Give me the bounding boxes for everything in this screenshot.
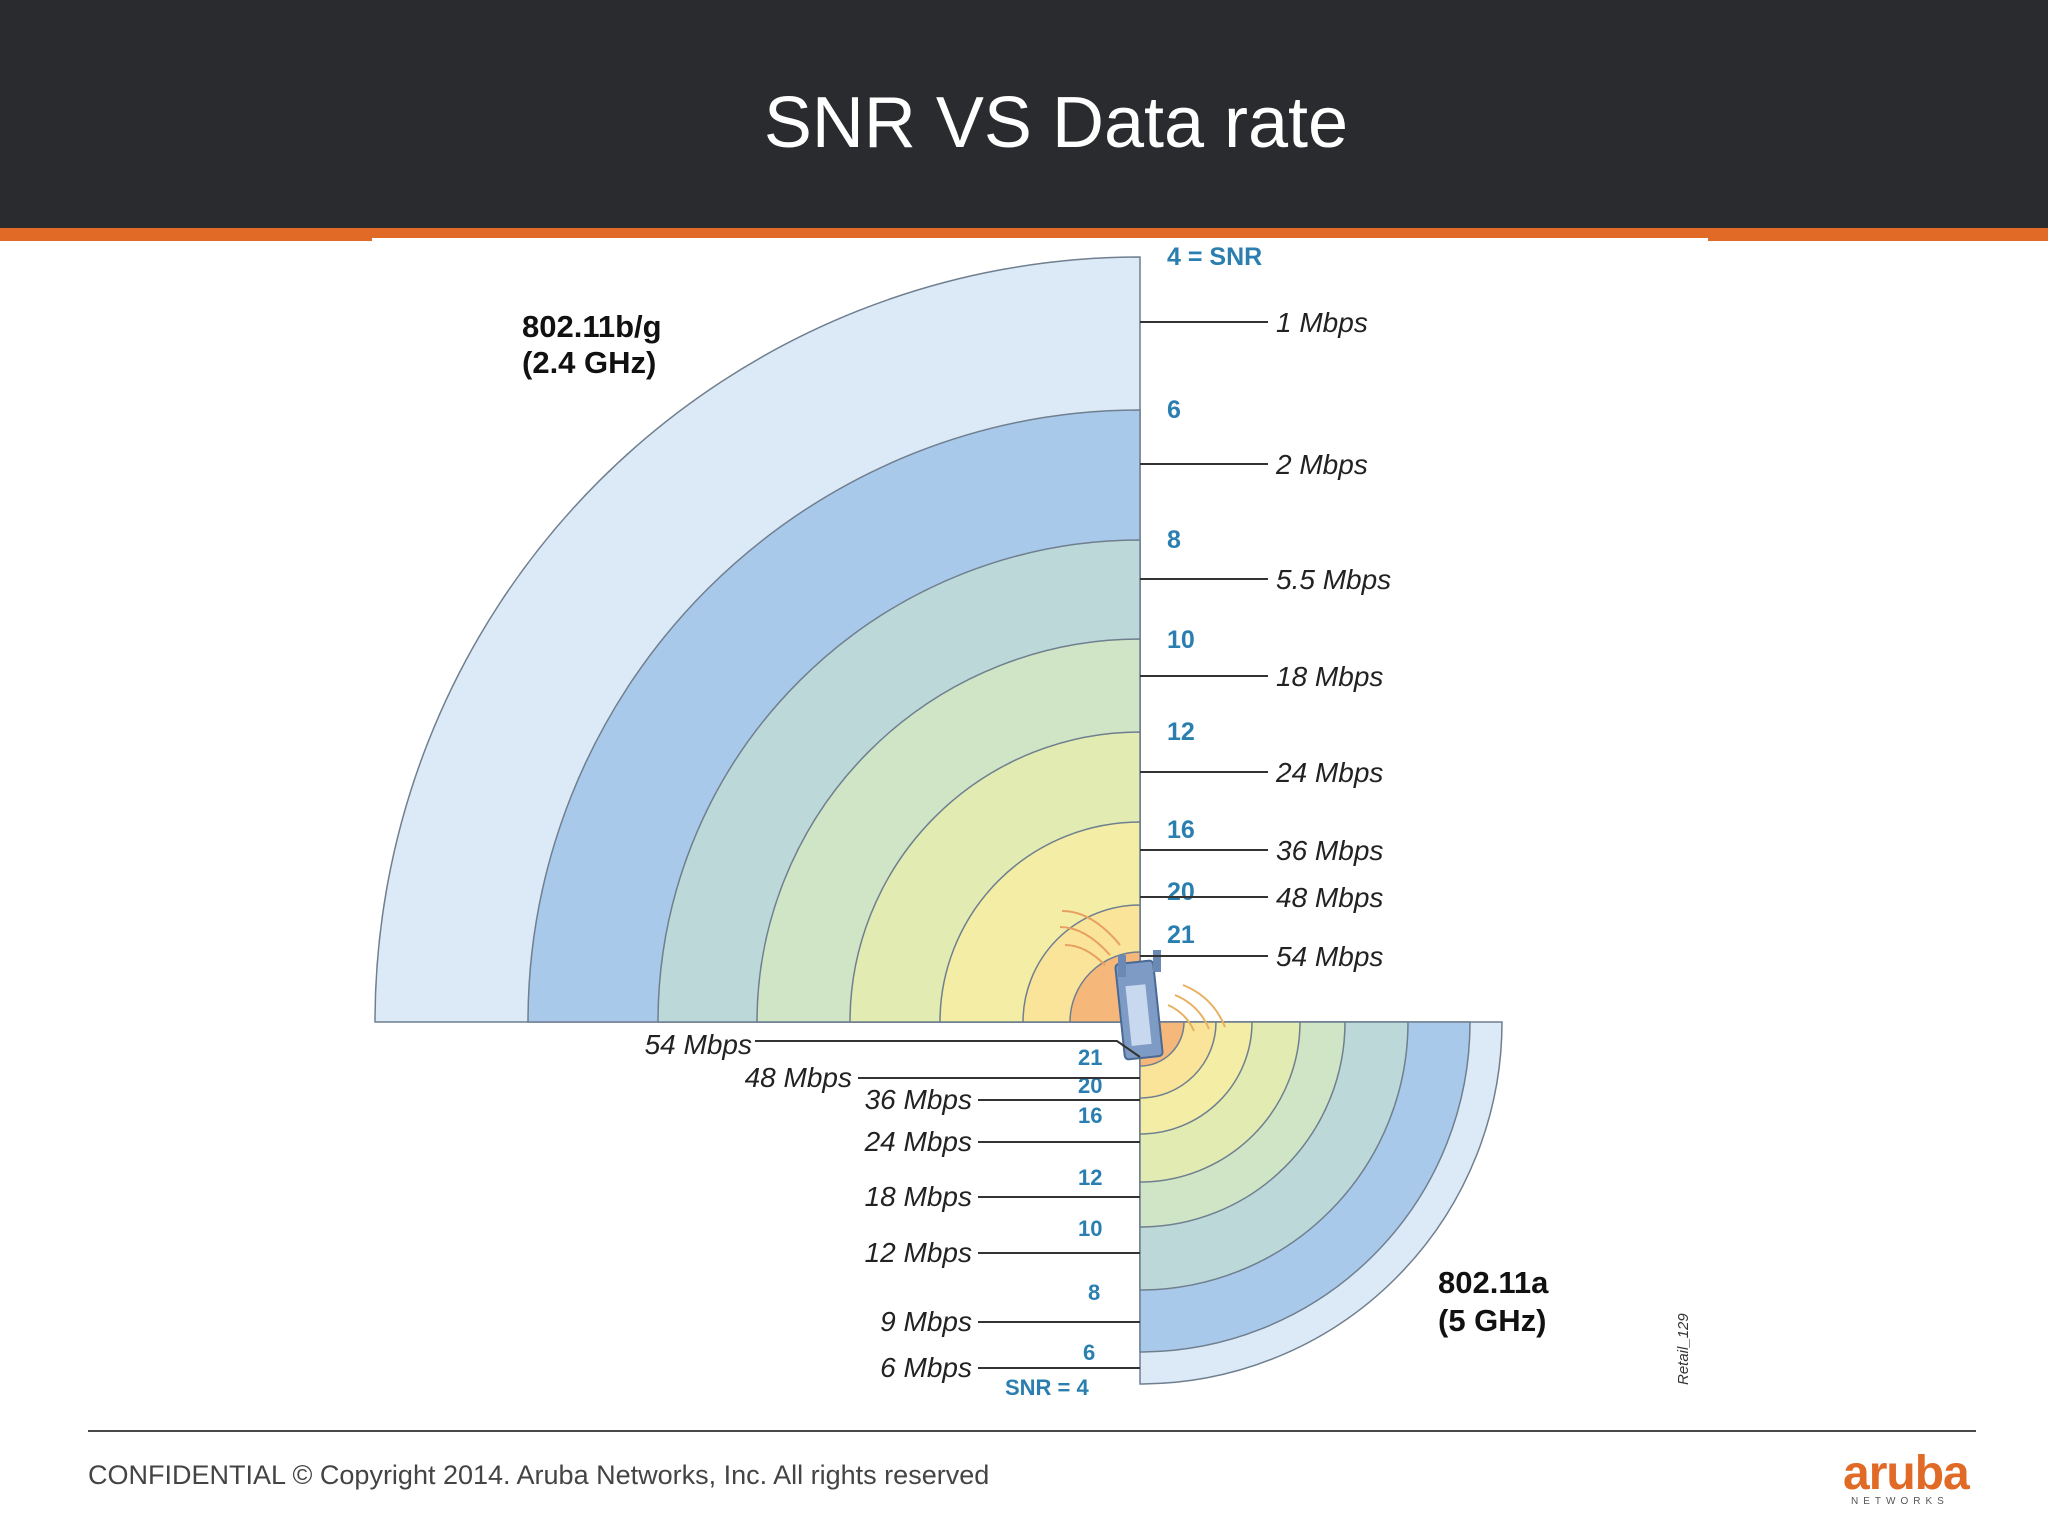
a-snr-label: 20: [1078, 1073, 1102, 1098]
bg-rate-label: 1 Mbps: [1276, 307, 1368, 338]
bg-rate-label: 2 Mbps: [1275, 449, 1368, 480]
watermark-label: Retail_129: [1675, 1313, 1692, 1385]
a-coverage-rings: [1139, 1021, 1503, 1385]
accent-bar: [0, 228, 2048, 241]
header-bar: [0, 0, 2048, 228]
a-snr-label: 21: [1078, 1045, 1102, 1070]
bg-rate-label: 48 Mbps: [1276, 882, 1383, 913]
bg-snr-label: 10: [1167, 626, 1195, 654]
bg-rate-labels: 4 = SNR 6 8 10 12 16 20 21 1 Mbps 2 Mbps 5.5 Mbps 1…: [1140, 243, 1391, 972]
bg-snr-label: 12: [1167, 718, 1195, 746]
footer-divider: [88, 1430, 1976, 1432]
a-rate-label: 24 Mbps: [864, 1126, 972, 1157]
bg-snr-label: 4 = SNR: [1167, 243, 1262, 271]
bg-snr-label: 6: [1167, 396, 1181, 424]
a-rate-label: 9 Mbps: [880, 1306, 972, 1337]
bg-rate-label: 24 Mbps: [1275, 757, 1383, 788]
footer-copyright: CONFIDENTIAL © Copyright 2014. Aruba Net…: [88, 1460, 990, 1490]
access-point-icon: [1059, 910, 1226, 1061]
bg-rate-label: 18 Mbps: [1276, 661, 1383, 692]
bg-band-name: 802.11b/g: [522, 309, 662, 344]
bg-rate-label: 36 Mbps: [1276, 835, 1383, 866]
a-band-name: 802.11a: [1438, 1265, 1549, 1300]
a-band-frequency: (5 GHz): [1438, 1303, 1547, 1338]
bg-rate-label: 5.5 Mbps: [1276, 564, 1391, 595]
a-rate-label: 48 Mbps: [745, 1062, 852, 1093]
a-snr-label: 10: [1078, 1216, 1102, 1241]
bg-snr-label: 16: [1167, 816, 1195, 844]
bg-coverage-rings: [374, 256, 1141, 1023]
bg-snr-label: 20: [1167, 878, 1195, 906]
a-snr-label: 6: [1083, 1340, 1095, 1365]
a-snr-label: 8: [1088, 1280, 1100, 1305]
a-rate-leader: [755, 1040, 1141, 1058]
bg-snr-label: 21: [1167, 921, 1195, 949]
a-rate-label: 12 Mbps: [865, 1237, 972, 1268]
aruba-logo: aruba NETWORKS: [1843, 1447, 1983, 1512]
a-rate-label: 6 Mbps: [880, 1352, 972, 1383]
a-rate-label: 18 Mbps: [865, 1181, 972, 1212]
slide-title: SNR VS Data rate: [763, 83, 1349, 163]
bg-snr-label: 8: [1167, 526, 1181, 554]
logo-wordmark: aruba: [1843, 1447, 1970, 1500]
a-snr-label: SNR = 4: [1005, 1375, 1090, 1400]
logo-subtext: NETWORKS: [1851, 1496, 1949, 1507]
a-rate-label: 54 Mbps: [645, 1029, 752, 1060]
a-snr-label: 16: [1078, 1103, 1102, 1128]
a-snr-label: 12: [1078, 1165, 1102, 1190]
a-rate-label: 36 Mbps: [865, 1084, 972, 1115]
bg-rate-label: 54 Mbps: [1276, 941, 1383, 972]
bg-band-frequency: (2.4 GHz): [522, 345, 656, 380]
bg-band-label: 802.11b/g (2.4 GHz): [522, 309, 662, 380]
a-band-label: 802.11a (5 GHz): [1438, 1265, 1549, 1338]
